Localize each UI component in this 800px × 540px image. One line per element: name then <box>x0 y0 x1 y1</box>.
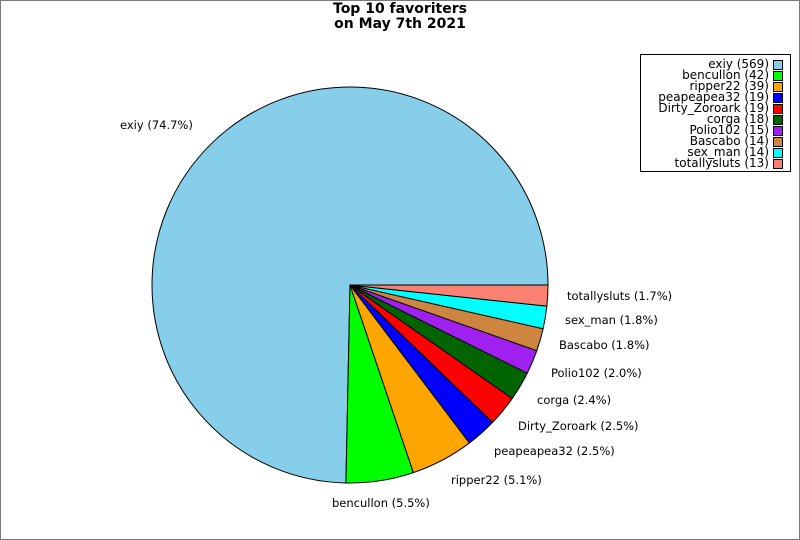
slice-label-bascabo: Bascabo (1.8%) <box>559 338 649 352</box>
legend-item-corga: corga (18) <box>641 112 790 126</box>
legend-swatch <box>773 104 783 114</box>
legend-swatch <box>773 60 783 70</box>
legend-swatch <box>773 148 783 158</box>
chart-title: Top 10 favoriters on May 7th 2021 <box>0 2 800 32</box>
legend-item-polio102: Polio102 (15) <box>641 123 790 137</box>
legend-swatch <box>773 82 783 92</box>
legend-item-dirty-zoroark: Dirty_Zoroark (19) <box>641 101 790 115</box>
legend-swatch <box>773 159 783 169</box>
slice-label-bencullon: bencullon (5.5%) <box>332 496 430 510</box>
legend-item-bascabo: Bascabo (14) <box>641 134 790 148</box>
slice-label-peapeapea32: peapeapea32 (2.5%) <box>494 444 615 458</box>
legend-label: totallysluts (13) <box>674 156 769 170</box>
legend-label: Polio102 (15) <box>689 123 769 137</box>
slice-label-ripper22: ripper22 (5.1%) <box>451 473 542 487</box>
legend-item-ripper22: ripper22 (39) <box>641 79 790 93</box>
legend-label: ripper22 (39) <box>689 79 769 93</box>
slice-label-corga: corga (2.4%) <box>537 393 611 407</box>
legend-item-peapeapea32: peapeapea32 (19) <box>641 90 790 104</box>
legend-swatch <box>773 93 783 103</box>
chart-title-line-1: Top 10 favoriters <box>333 1 467 17</box>
chart-legend: exiy (569) bencullon (42) ripper22 (39) pea… <box>640 54 791 172</box>
legend-label: sex_man (14) <box>687 145 769 159</box>
legend-item-bencullon: bencullon (42) <box>641 68 790 82</box>
legend-label: bencullon (42) <box>682 68 769 82</box>
slice-label-sex-man: sex_man (1.8%) <box>565 313 658 327</box>
legend-swatch <box>773 71 783 81</box>
legend-item-sex-man: sex_man (14) <box>641 145 790 159</box>
legend-item-totallysluts: totallysluts (13) <box>641 156 790 170</box>
slice-label-exiy: exiy (74.7%) <box>120 118 193 132</box>
legend-label: Bascabo (14) <box>689 134 769 148</box>
slice-label-totallysluts: totallysluts (1.7%) <box>567 289 672 303</box>
legend-label: exiy (569) <box>708 57 769 71</box>
chart-title-line-2: on May 7th 2021 <box>334 16 466 32</box>
legend-item-exiy: exiy (569) <box>641 57 790 71</box>
legend-label: peapeapea32 (19) <box>658 90 769 104</box>
legend-label: corga (18) <box>706 112 769 126</box>
slice-label-polio102: Polio102 (2.0%) <box>551 366 642 380</box>
pie-slice-totallysluts <box>349 284 549 307</box>
slice-label-dirty-zoroark: Dirty_Zoroark (2.5%) <box>518 419 639 433</box>
legend-swatch <box>773 115 783 125</box>
legend-swatch <box>773 137 783 147</box>
legend-label: Dirty_Zoroark (19) <box>658 101 769 115</box>
legend-swatch <box>773 126 783 136</box>
